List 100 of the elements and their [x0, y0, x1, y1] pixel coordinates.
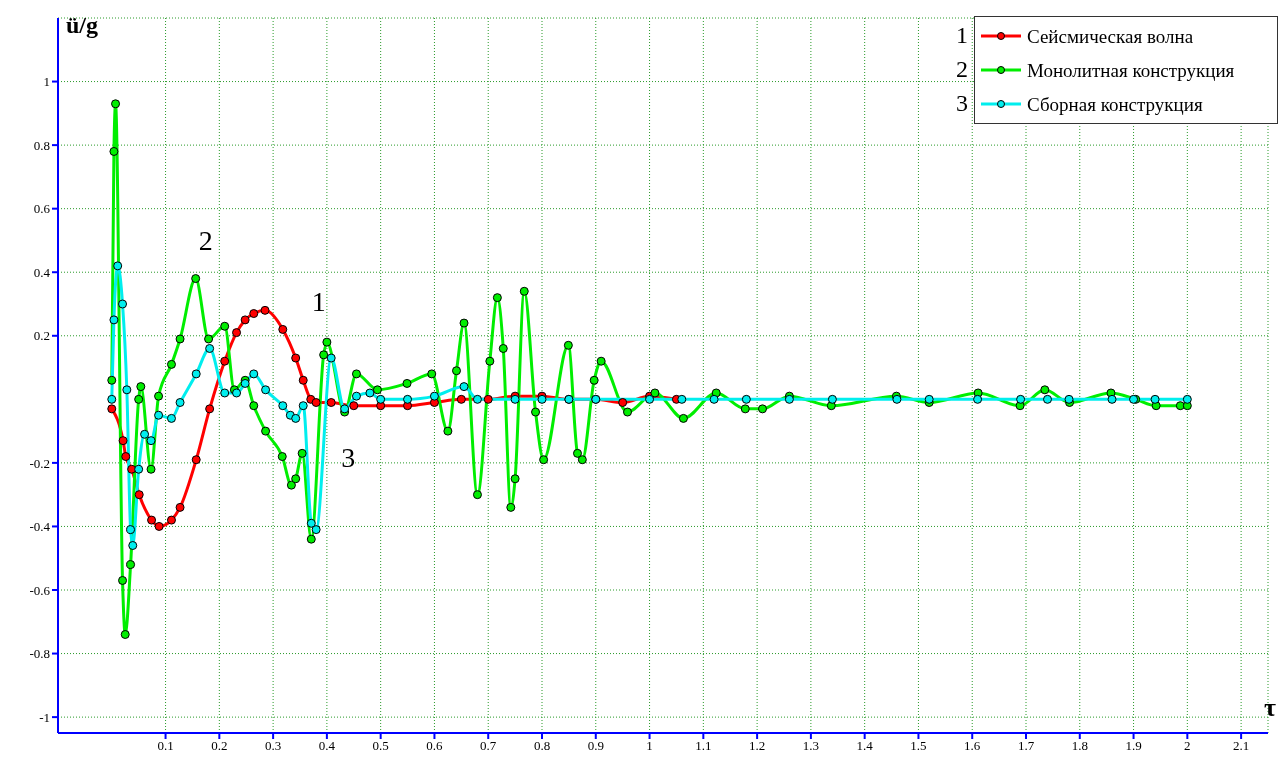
point — [291, 353, 301, 363]
point — [306, 518, 316, 528]
point — [140, 429, 150, 439]
point — [205, 404, 215, 414]
point — [924, 394, 934, 404]
annotation: 2 — [198, 225, 213, 257]
point — [109, 315, 119, 325]
x-tick-label: 0.7 — [480, 738, 497, 754]
x-tick-label: 1.6 — [964, 738, 981, 754]
legend-label: Сборная конструкция — [1027, 93, 1203, 115]
x-tick-label: 1 — [646, 738, 653, 754]
point — [118, 436, 128, 446]
y-tick-label: 0.8 — [33, 137, 50, 153]
x-tick-label: 0.5 — [372, 738, 389, 754]
point — [326, 353, 336, 363]
y-tick-label: -0.4 — [29, 519, 51, 535]
x-tick-label: 0.4 — [318, 738, 336, 754]
point — [134, 490, 144, 500]
point — [146, 436, 156, 446]
y-tick-label: 0.4 — [33, 264, 51, 280]
x-tick-label: 1.5 — [910, 738, 927, 754]
point — [351, 391, 361, 401]
x-tick-label: 1.4 — [856, 738, 874, 754]
point — [175, 502, 185, 512]
point — [618, 398, 628, 408]
point — [827, 394, 837, 404]
x-tick-label: 0.6 — [426, 738, 444, 754]
point — [1150, 394, 1160, 404]
point — [1107, 394, 1117, 404]
x-tick-label: 1.9 — [1125, 738, 1142, 754]
point — [166, 515, 176, 525]
x-tick-label: 0.9 — [587, 738, 604, 754]
y-tick-label: -0.8 — [29, 646, 50, 662]
y-axis-title: ü/g — [66, 12, 99, 39]
annotation: 1 — [311, 285, 326, 317]
point — [472, 394, 482, 404]
point — [1182, 394, 1192, 404]
point — [240, 315, 250, 325]
point — [973, 394, 983, 404]
point — [154, 410, 164, 420]
point — [298, 375, 308, 385]
point — [483, 394, 493, 404]
y-tick-label: -1 — [39, 709, 50, 725]
x-tick-label: 1.3 — [802, 738, 820, 754]
point — [1043, 394, 1053, 404]
y-tick-label: -0.6 — [29, 582, 51, 598]
point — [456, 394, 466, 404]
point — [291, 413, 301, 423]
point — [166, 413, 176, 423]
point — [249, 309, 259, 319]
point — [107, 394, 117, 404]
point — [220, 356, 230, 366]
point — [709, 394, 719, 404]
point — [134, 464, 144, 474]
x-axis-title: τ — [1264, 693, 1276, 723]
point — [121, 452, 131, 462]
x-tick-label: 0.1 — [157, 738, 174, 754]
point — [278, 324, 288, 334]
point — [349, 401, 359, 411]
point — [113, 261, 123, 271]
point — [741, 394, 751, 404]
point — [126, 525, 136, 535]
x-tick-label: 1.8 — [1071, 738, 1088, 754]
point — [261, 385, 271, 395]
point — [429, 391, 439, 401]
point — [147, 515, 157, 525]
point — [205, 343, 215, 353]
point — [154, 521, 164, 531]
point — [107, 404, 117, 414]
annotation: 3 — [341, 442, 356, 474]
point — [326, 398, 336, 408]
point — [118, 299, 128, 309]
point — [311, 525, 321, 535]
point — [365, 388, 375, 398]
point — [677, 394, 687, 404]
point — [459, 382, 469, 392]
point — [1064, 394, 1074, 404]
point — [376, 394, 386, 404]
x-tick-label: 1.1 — [695, 738, 712, 754]
point — [1016, 394, 1026, 404]
point — [260, 305, 270, 315]
point — [191, 369, 201, 379]
x-tick-label: 1.2 — [748, 738, 766, 754]
x-tick-label: 0.8 — [533, 738, 551, 754]
x-tick-label: 2.1 — [1232, 738, 1250, 754]
point — [128, 541, 138, 551]
point — [298, 401, 308, 411]
point — [403, 394, 413, 404]
x-tick-label: 0.3 — [264, 738, 282, 754]
annotation: 3 — [956, 89, 968, 118]
x-tick-label: 2 — [1184, 738, 1191, 754]
legend-label: Монолитная конструкция — [1027, 59, 1235, 81]
y-tick-label: 0.6 — [33, 201, 51, 217]
point — [278, 401, 288, 411]
x-tick-label: 1.7 — [1017, 738, 1035, 754]
point — [311, 398, 321, 408]
x-tick-label: 0.2 — [211, 738, 228, 754]
point — [191, 455, 201, 465]
annotation: 1 — [956, 21, 968, 50]
point — [175, 398, 185, 408]
